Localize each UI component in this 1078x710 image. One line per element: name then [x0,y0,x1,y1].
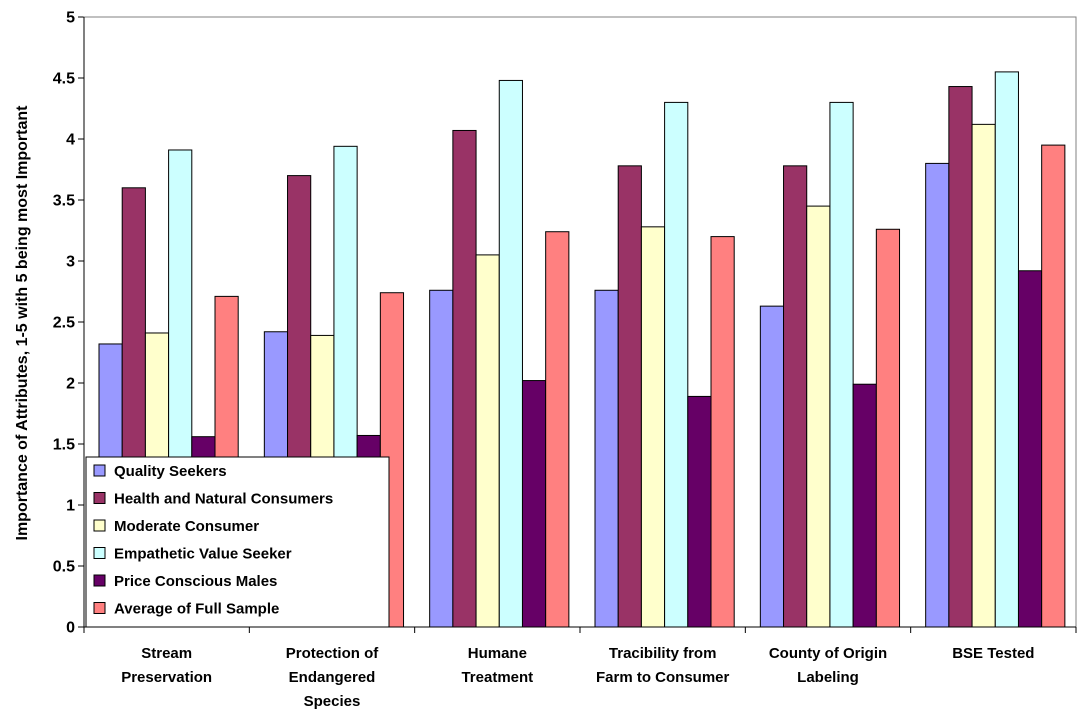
bar [806,205,831,628]
bar [783,165,808,628]
bar [971,123,996,628]
bar [710,236,735,628]
bar [875,228,901,628]
y-axis-label: Importance of Attributes, 1-5 with 5 bei… [14,105,31,541]
y-tick-label: 2.5 [53,315,75,332]
legend-swatch [93,519,106,532]
bar [1017,270,1043,628]
x-tick-label: Tracibility from Farm to Consumer [596,645,730,686]
y-tick-label: 0.5 [53,559,75,576]
bar [498,79,523,628]
bar [852,383,877,628]
bar [521,380,547,628]
bar [994,71,1019,628]
legend-label: Quality Seekers [114,463,227,480]
bar [594,289,619,628]
y-tick-label: 4 [66,132,75,149]
bar [617,165,642,628]
y-tick-label: 4.5 [53,71,75,88]
y-tick-label: 3 [66,254,75,271]
legend-box [85,456,390,628]
legend: Quality Seekers Health and Natural Consum… [85,456,390,628]
bar [759,305,785,628]
x-tick-label: County of Origin Labeling [769,645,887,686]
legend-swatch [93,574,106,587]
bar [925,162,950,628]
legend-label: Price Conscious Males [114,573,277,590]
bar [664,101,689,628]
legend-swatch [93,464,106,477]
legend-swatch [93,547,106,559]
legend-label: Moderate Consumer [114,518,259,535]
legend-label: Empathetic Value Seeker [114,546,292,563]
x-tick-label: Humane Treatment [461,645,533,686]
y-tick-label: 1.5 [53,437,75,454]
x-tick-label: Protection of Endangered Species [286,645,380,710]
bar [687,395,712,628]
y-axis: 0 0.5 1 1.5 2 2.5 3 3.5 4 4.5 5 [53,10,84,637]
y-tick-label: 2 [66,376,75,393]
bar [1041,144,1066,628]
x-axis: Stream Preservation Protection of Endangere… [83,627,1077,710]
legend-label: Health and Natural Consumers [114,491,333,508]
legend-swatch [93,602,106,614]
bar [948,86,973,628]
bar [429,289,454,628]
y-tick-label: 0 [66,620,75,637]
bar [475,254,500,628]
bar [452,129,477,628]
y-tick-label: 1 [66,498,75,515]
legend-label: Average of Full Sample [114,601,279,618]
bar [545,231,570,628]
bar [829,101,854,628]
x-tick-label: Stream Preservation [121,645,212,686]
x-tick-label: BSE Tested [952,645,1034,662]
y-tick-label: 3.5 [53,193,75,210]
y-tick-label: 5 [66,10,75,27]
bar [640,226,666,628]
legend-swatch [93,492,106,504]
